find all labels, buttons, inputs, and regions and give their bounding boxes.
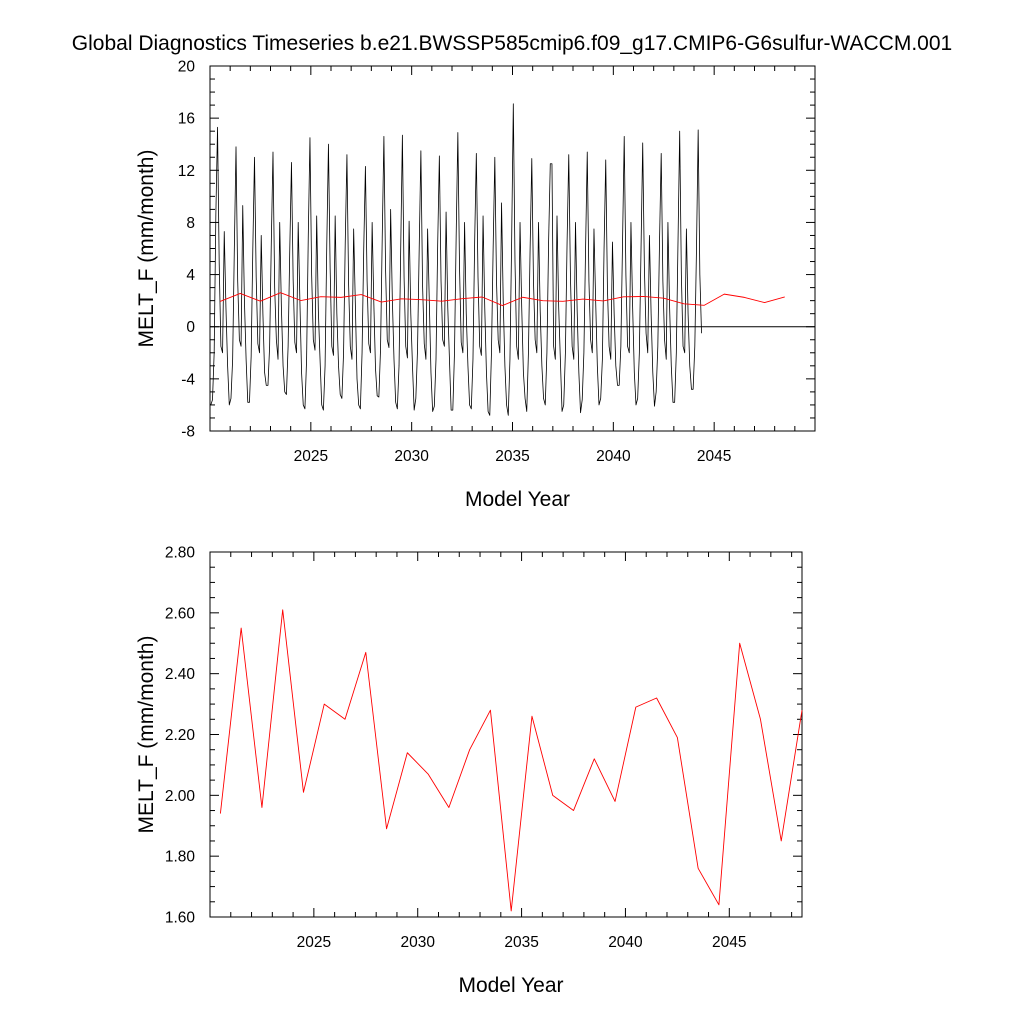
x-tick-label: 2030 bbox=[394, 448, 429, 465]
y-tick-label: 2.20 bbox=[165, 727, 196, 744]
x-axis-label: Model Year bbox=[465, 488, 570, 511]
plot-frame-top bbox=[209, 65, 816, 432]
x-tick-label: 2045 bbox=[697, 448, 731, 465]
y-tick-label: 8 bbox=[186, 215, 195, 232]
y-tick-label: 0 bbox=[186, 319, 195, 336]
y-tick-label: 2.80 bbox=[165, 545, 196, 562]
y-axis-label: MELT_F (mm/month) bbox=[135, 150, 158, 348]
x-tick-label: 2040 bbox=[608, 934, 643, 951]
chart-top-monthly: 2025 2030 2035 2040 2045 -8 -4 0 4 8 12 16 20 Model Y… bbox=[135, 59, 816, 511]
y-tick-label: 4 bbox=[186, 267, 195, 284]
x-tick-label: 2025 bbox=[294, 448, 328, 465]
series-line-annual bbox=[219, 292, 785, 307]
y-tick-label: 2.60 bbox=[165, 605, 196, 622]
x-tick-label: 2035 bbox=[504, 934, 538, 951]
y-tick-label: 16 bbox=[178, 111, 195, 128]
y-tick-label: -4 bbox=[181, 371, 195, 388]
y-tick-label: 2.00 bbox=[165, 788, 196, 805]
x-axis-label: Model Year bbox=[458, 974, 563, 997]
series-line-monthly bbox=[210, 103, 702, 416]
x-tick-label: 2025 bbox=[297, 934, 331, 951]
chart-bottom-annual: 2025 2030 2035 2040 2045 1.60 1.80 2.00 2.20 2.40… bbox=[135, 545, 803, 997]
y-tick-label: 1.80 bbox=[165, 849, 196, 866]
x-tick-label: 2035 bbox=[495, 448, 529, 465]
x-tick-label: 2030 bbox=[400, 934, 435, 951]
y-tick-label: 12 bbox=[178, 163, 195, 180]
y-axis-label: MELT_F (mm/month) bbox=[135, 636, 158, 834]
x-tick-label: 2045 bbox=[712, 934, 746, 951]
y-tick-label: 20 bbox=[178, 59, 196, 76]
y-tick-label: -8 bbox=[181, 424, 195, 441]
y-tick-label: 2.40 bbox=[165, 666, 196, 683]
x-tick-label: 2040 bbox=[596, 448, 631, 465]
chart-title: Global Diagnostics Timeseries b.e21.BWSS… bbox=[72, 32, 952, 55]
y-tick-label: 1.60 bbox=[165, 910, 196, 927]
series-line-annual bbox=[219, 609, 803, 912]
